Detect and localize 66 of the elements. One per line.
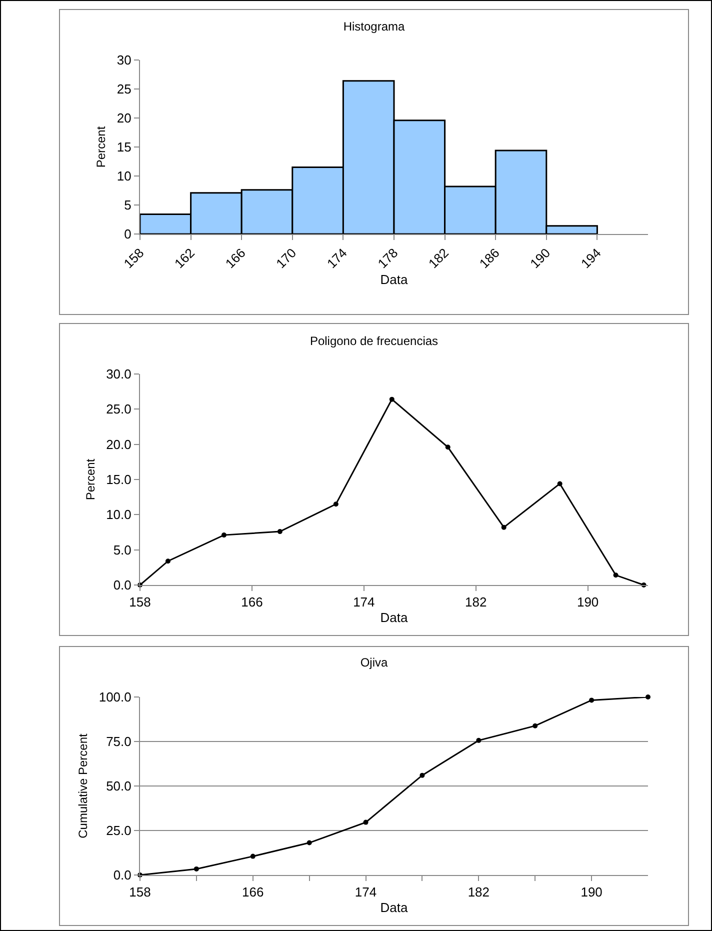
point (306, 840, 312, 846)
y-tick-label: 20.0 (106, 436, 132, 452)
x-tick-label: 166 (241, 594, 263, 610)
x-tick-label: 174 (354, 884, 377, 900)
y-tick-label: 0 (124, 226, 132, 242)
y-tick-label: 15 (116, 140, 132, 155)
x-tick-label: 166 (222, 245, 248, 272)
x-tick-label: 178 (374, 245, 401, 272)
y-tick-label: 100.0 (98, 690, 132, 705)
x-tick-label: 158 (129, 594, 151, 610)
point (165, 558, 170, 564)
x-tick-label: 190 (576, 594, 599, 610)
x-tick-label: 162 (172, 245, 198, 272)
y-tick-label: 30.0 (106, 366, 132, 382)
y-tick-label: 25 (116, 82, 132, 97)
y-tick-label: 0.0 (113, 578, 132, 593)
point (420, 772, 425, 778)
point (363, 820, 368, 825)
x-axis-title: Data (380, 610, 408, 626)
y-tick-label: 25.0 (106, 402, 132, 417)
x-tick-label: 186 (476, 245, 502, 272)
x-tick-label: 194 (578, 245, 604, 272)
y-tick-label: 30 (116, 52, 132, 68)
point (389, 396, 394, 402)
point (532, 723, 538, 728)
y-axis-title: Percent (83, 458, 98, 500)
x-tick-label: 174 (324, 245, 350, 272)
point (557, 481, 562, 486)
x-tick-label: 182 (465, 594, 487, 610)
point (333, 502, 338, 507)
point (646, 694, 650, 700)
point (613, 572, 618, 578)
point (589, 698, 594, 703)
point (277, 529, 282, 534)
x-axis-title: Data (380, 900, 408, 916)
chart-title: Histograma (343, 20, 405, 34)
x-axis-title: Data (380, 272, 408, 287)
y-axis-title: Cumulative Percent (76, 732, 90, 838)
y-axis-title: Percent (94, 126, 108, 168)
x-tick-label: 190 (527, 245, 554, 272)
x-tick-label: 158 (129, 884, 151, 900)
y-tick-label: 0.0 (113, 868, 132, 883)
y-tick-label: 5 (124, 198, 132, 213)
x-tick-label: 182 (468, 884, 490, 900)
x-tick-label: 166 (242, 884, 264, 900)
x-tick-label: 170 (273, 245, 300, 272)
y-tick-label: 10.0 (106, 507, 132, 522)
chart-title: Poligono de frecuencias (310, 334, 438, 348)
point (476, 738, 482, 743)
point (501, 524, 506, 530)
point (194, 866, 199, 872)
x-tick-label: 158 (120, 245, 147, 272)
y-tick-label: 25.0 (106, 823, 132, 838)
y-tick-label: 10 (116, 168, 132, 184)
y-tick-label: 20 (116, 110, 132, 126)
y-tick-label: 5.0 (113, 542, 132, 558)
y-tick-label: 75.0 (106, 734, 132, 750)
x-tick-label: 190 (580, 884, 602, 900)
y-tick-label: 50.0 (106, 778, 132, 794)
x-tick-label: 182 (426, 245, 452, 272)
chart-title: Ojiva (360, 656, 388, 670)
point (221, 532, 226, 538)
x-tick-label: 174 (353, 594, 375, 610)
y-tick-label: 15.0 (106, 472, 132, 488)
point (445, 444, 450, 450)
point (250, 854, 256, 859)
